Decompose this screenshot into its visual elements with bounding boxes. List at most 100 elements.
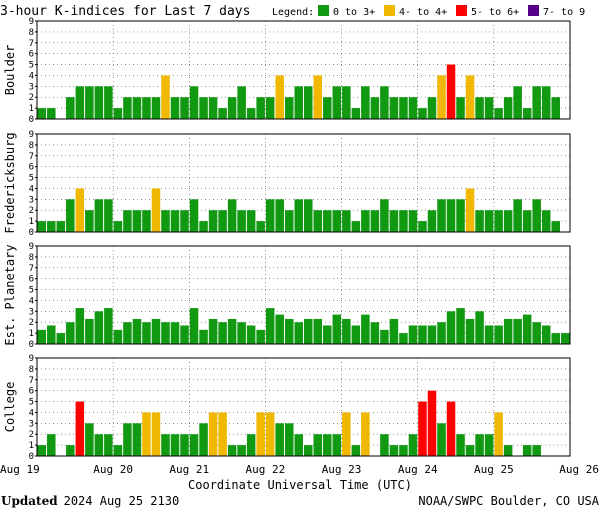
bar [418,108,427,119]
y-tick-label: 2 [29,93,34,103]
bar [284,210,294,232]
y-tick-label: 3 [29,307,34,317]
bar [551,333,560,344]
bar [351,445,361,456]
bar [313,210,323,232]
bar [142,97,151,119]
bar [265,308,275,344]
bar [47,434,56,456]
bar [389,318,399,344]
bar [151,188,161,232]
y-tick-label: 9 [29,130,34,140]
bar [323,434,332,456]
bar [456,434,465,456]
bar [380,434,389,456]
bar [142,322,151,344]
y-tick-label: 0 [29,452,34,462]
y-tick-label: 5 [29,398,34,408]
bar [484,434,494,456]
bar [332,314,342,344]
bar [437,322,446,344]
bar [389,445,399,456]
bar [66,322,75,344]
bar [361,412,370,456]
bar [484,97,494,119]
bar [161,75,170,119]
bar [551,221,560,232]
y-tick-label: 4 [29,71,34,81]
bar [47,221,56,232]
bar [494,108,503,119]
bar [256,221,265,232]
bar [180,434,189,456]
bar [275,199,284,232]
y-tick-label: 2 [29,430,34,440]
y-tick-label: 1 [29,329,34,339]
bar [132,423,142,456]
bar [475,434,484,456]
bar [66,199,75,232]
bar [180,210,189,232]
bar [294,322,303,344]
bar [47,108,56,119]
bar [370,97,380,119]
bar [237,86,246,119]
bar [123,423,132,456]
bar [180,97,189,119]
y-tick-label: 6 [29,50,34,60]
bar [189,86,199,119]
bar [75,308,85,344]
bar [304,445,313,456]
bar [446,401,456,456]
bar [389,210,399,232]
bar [227,97,237,119]
bar [541,210,551,232]
bar [75,86,85,119]
bar [399,210,408,232]
y-tick-label: 0 [29,228,34,238]
bar [437,423,446,456]
bar [218,210,227,232]
legend-text-0: 0 to 3+ [333,7,375,18]
bar [494,210,503,232]
bar [208,412,218,456]
bar [237,322,246,344]
bar [465,188,475,232]
bar [246,210,256,232]
bar [513,86,522,119]
bar [94,86,104,119]
bar [399,97,408,119]
bar [380,199,389,232]
bar [361,314,370,344]
bar [361,210,370,232]
y-tick-label: 9 [29,354,34,364]
bar [399,333,408,344]
bar [75,188,85,232]
bar [208,97,218,119]
y-tick-label: 1 [29,441,34,451]
bar [275,75,284,119]
bar [294,199,303,232]
bar [304,318,313,344]
bar [503,210,513,232]
bar [227,199,237,232]
legend-text-3: 7- to 9 [543,7,585,18]
bar [170,210,180,232]
bar [456,199,465,232]
bar [94,434,104,456]
updated-value: 2024 Aug 25 2130 [64,494,180,508]
bar [484,210,494,232]
bar [541,86,551,119]
bar [199,329,208,344]
x-tick-label: Aug 25 [474,463,514,476]
bar [265,199,275,232]
bar [75,401,85,456]
bar [113,445,123,456]
bar [199,423,208,456]
bar [37,108,47,119]
bar [66,445,75,456]
bar [189,199,199,232]
